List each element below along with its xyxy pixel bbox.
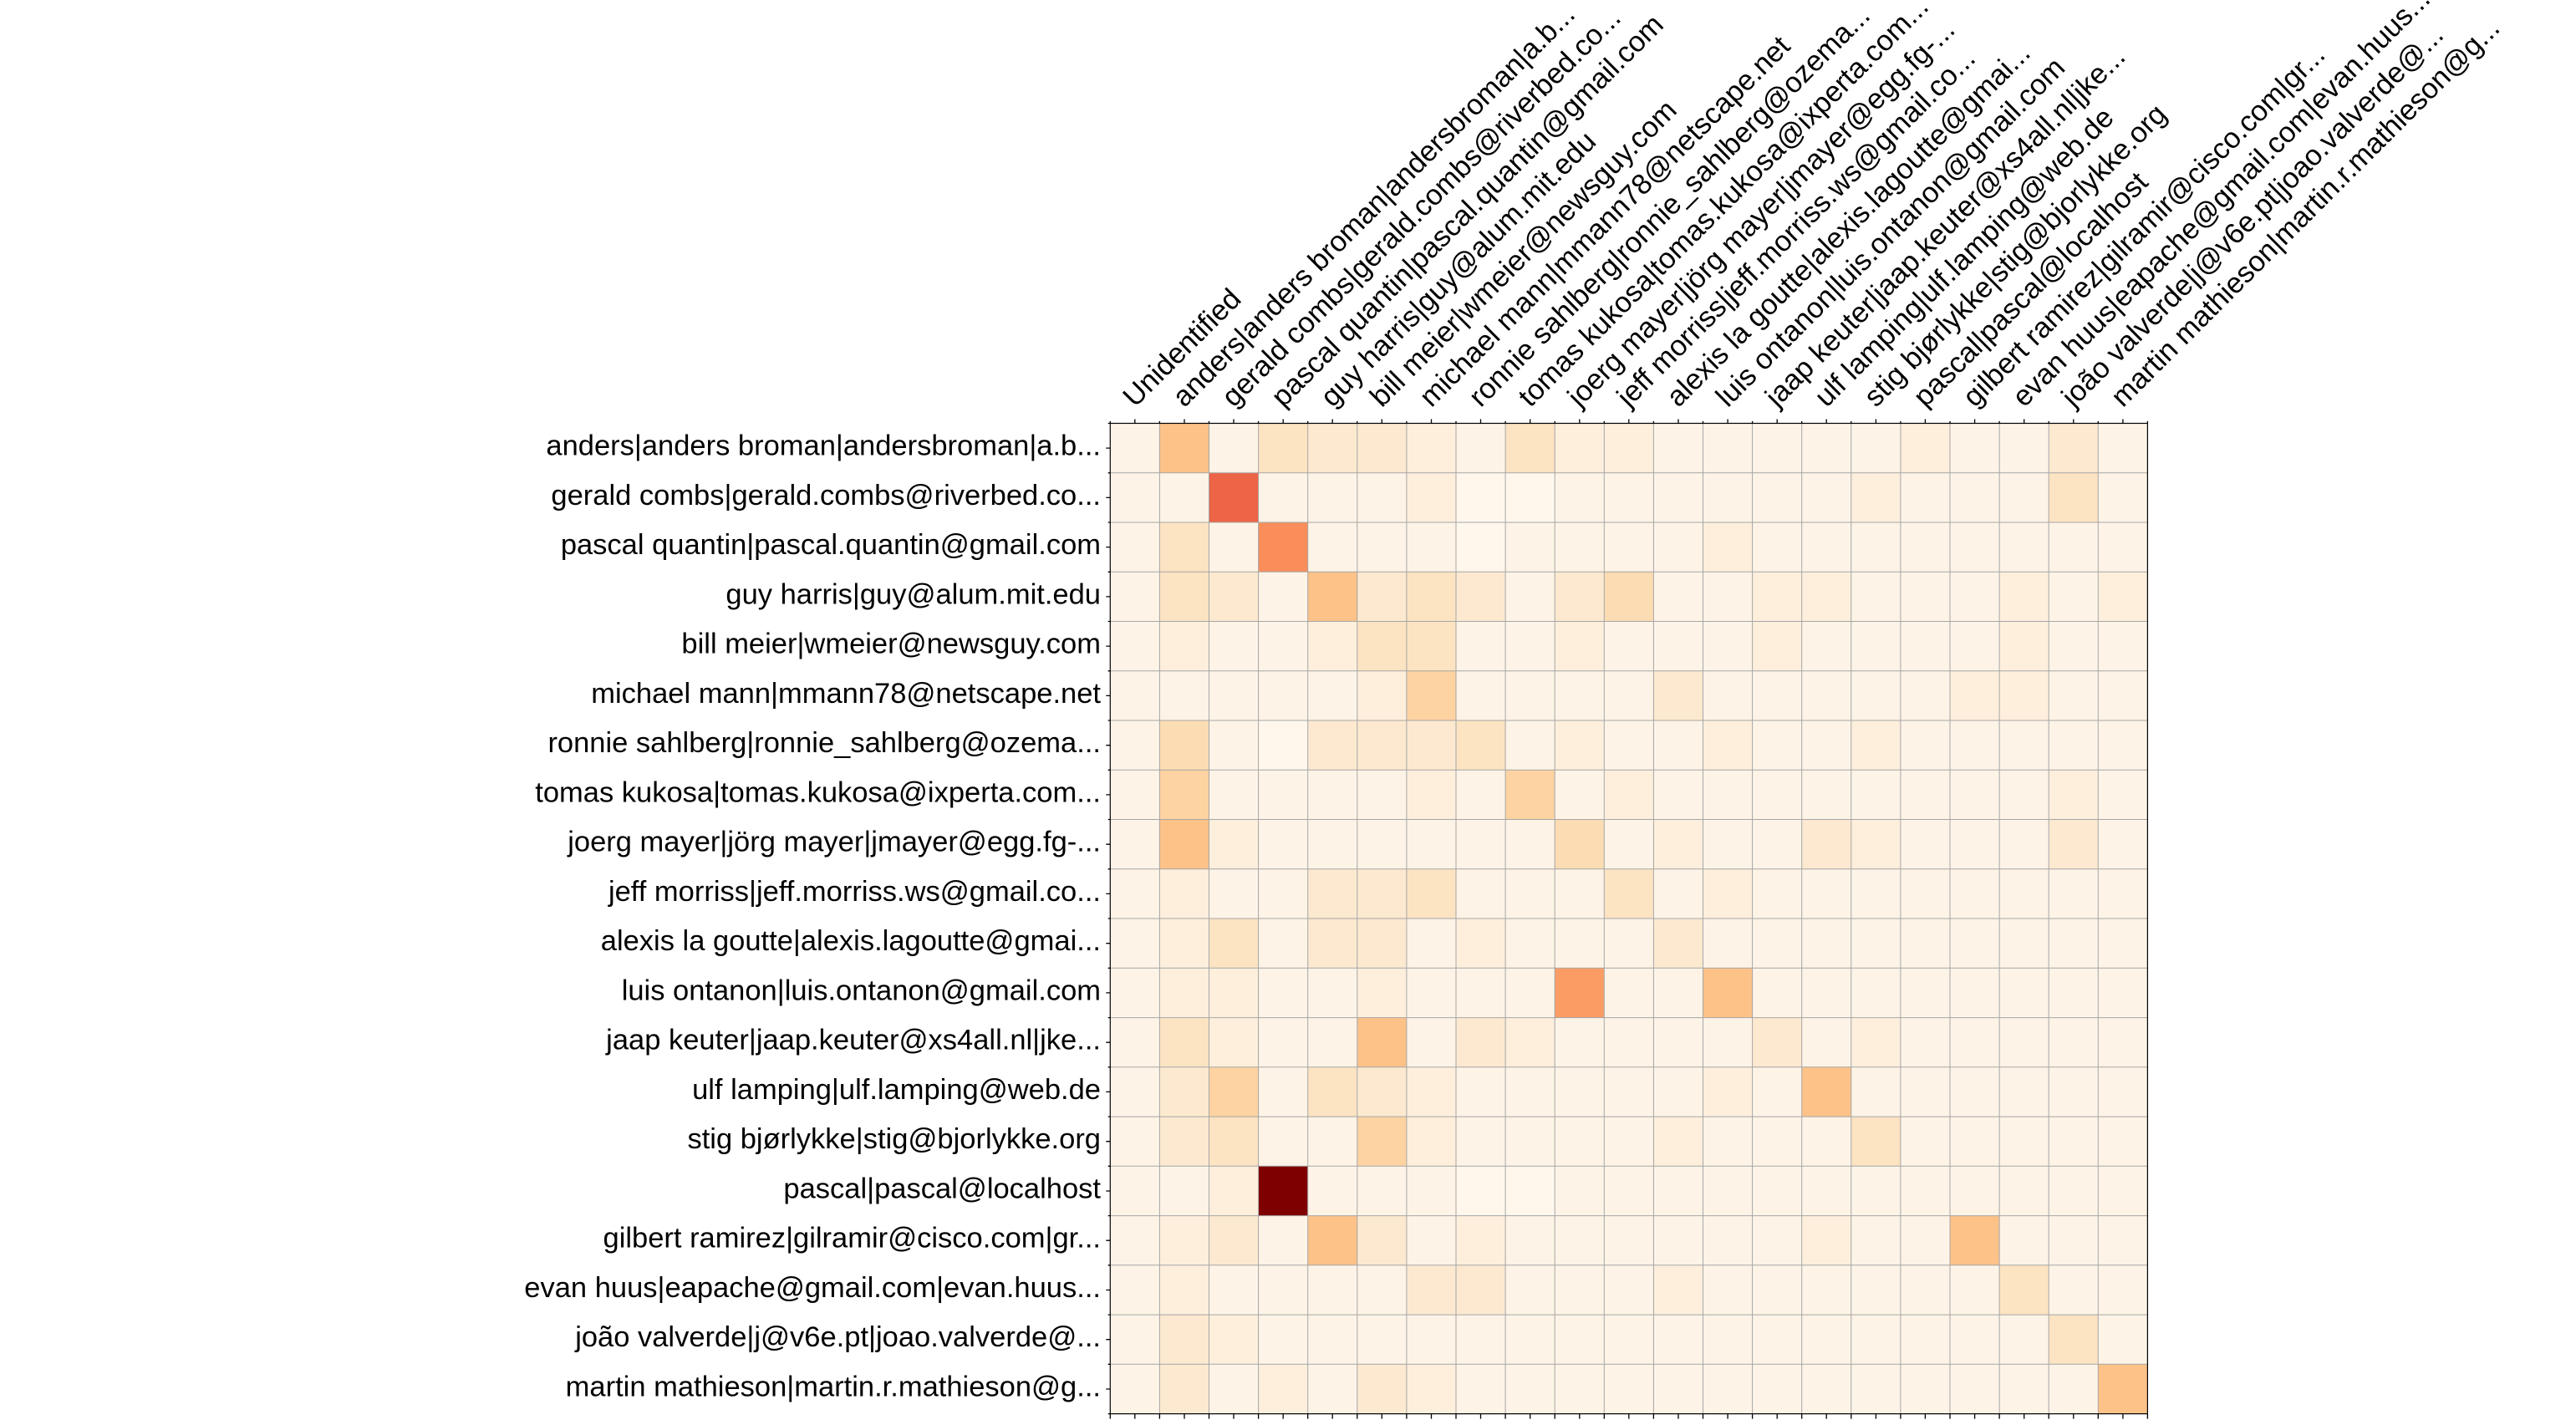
svg-text:evan huus|eapache@gmail.com|ev: evan huus|eapache@gmail.com|evan.huus... bbox=[524, 1272, 1101, 1304]
svg-text:michael mann|mmann78@netscape.: michael mann|mmann78@netscape.net bbox=[591, 678, 1101, 710]
svg-text:joão valverde|j@v6e.pt|joao.va: joão valverde|j@v6e.pt|joao.valverde@... bbox=[574, 1321, 1101, 1353]
svg-text:jeff morriss|jeff.morriss.ws@g: jeff morriss|jeff.morriss.ws@gmail.co... bbox=[608, 876, 1101, 908]
svg-text:alexis la goutte|alexis.lagout: alexis la goutte|alexis.lagoutte@gmai... bbox=[601, 925, 1101, 957]
svg-text:bill meier|wmeier@newsguy.com: bill meier|wmeier@newsguy.com bbox=[681, 629, 1101, 660]
svg-text:gerald combs|gerald.combs@rive: gerald combs|gerald.combs@riverbed.co... bbox=[551, 480, 1101, 511]
svg-text:gilbert ramirez|gilramir@cisco: gilbert ramirez|gilramir@cisco.com|gr... bbox=[603, 1223, 1101, 1255]
svg-text:tomas kukosa|tomas.kukosa@ixpe: tomas kukosa|tomas.kukosa@ixperta.com... bbox=[535, 776, 1101, 808]
svg-text:luis ontanon|luis.ontanon@gmai: luis ontanon|luis.ontanon@gmail.com bbox=[622, 975, 1101, 1006]
svg-text:jaap keuter|jaap.keuter@xs4all: jaap keuter|jaap.keuter@xs4all.nl|jke... bbox=[605, 1025, 1101, 1056]
svg-text:stig bjørlykke|stig@bjorlykke.: stig bjørlykke|stig@bjorlykke.org bbox=[687, 1123, 1101, 1155]
svg-text:martin mathieson|martin.r.math: martin mathieson|martin.r.mathieson@g... bbox=[566, 1372, 1101, 1403]
svg-text:ronnie sahlberg|ronnie_sahlber: ronnie sahlberg|ronnie_sahlberg@ozema... bbox=[547, 727, 1101, 759]
svg-text:joerg mayer|jörg mayer|jmayer@: joerg mayer|jörg mayer|jmayer@egg.fg-... bbox=[567, 827, 1101, 858]
svg-text:anders|anders broman|andersbro: anders|anders broman|andersbroman|a.b... bbox=[546, 430, 1101, 462]
svg-text:guy harris|guy@alum.mit.edu: guy harris|guy@alum.mit.edu bbox=[725, 578, 1101, 610]
svg-text:ulf lamping|ulf.lamping@web.de: ulf lamping|ulf.lamping@web.de bbox=[692, 1074, 1101, 1106]
svg-text:pascal|pascal@localhost: pascal|pascal@localhost bbox=[783, 1173, 1101, 1205]
svg-text:pascal quantin|pascal.quantin@: pascal quantin|pascal.quantin@gmail.com bbox=[561, 529, 1101, 561]
